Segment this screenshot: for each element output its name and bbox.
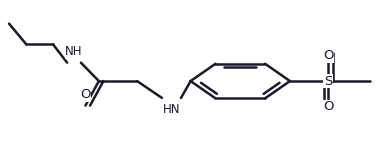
Text: S: S: [324, 75, 332, 88]
Text: NH: NH: [65, 45, 83, 58]
Text: O: O: [323, 49, 333, 62]
Text: O: O: [80, 88, 91, 101]
Text: HN: HN: [163, 102, 180, 115]
Text: O: O: [323, 100, 333, 113]
